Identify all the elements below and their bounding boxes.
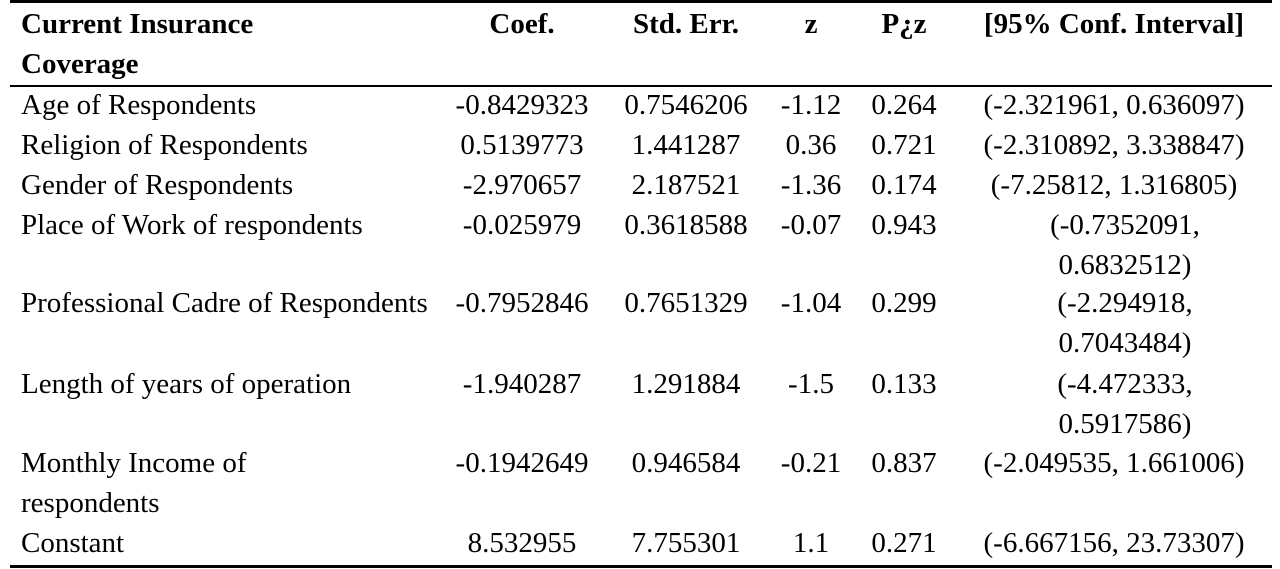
row-conf-interval: (-7.25812, 1.316805) bbox=[990, 169, 1238, 201]
row-conf-interval: (-2.294918, 0.7043484) bbox=[1057, 287, 1193, 359]
row-std-err: 1.291884 bbox=[631, 368, 741, 400]
row-coef: 8.532955 bbox=[467, 527, 577, 559]
header-z: z bbox=[804, 8, 818, 40]
row-coef: -0.8429323 bbox=[455, 89, 589, 121]
row-std-err: 7.755301 bbox=[631, 527, 741, 559]
row-conf-interval: (-6.667156, 23.73307) bbox=[983, 527, 1245, 559]
header-coef: Coef. bbox=[489, 8, 555, 40]
row-coef: -0.7952846 bbox=[455, 287, 589, 319]
row-p: 0.943 bbox=[871, 209, 937, 241]
row-variable: Age of Respondents bbox=[21, 89, 257, 121]
row-conf-interval: (-2.310892, 3.338847) bbox=[983, 129, 1245, 161]
row-z: -0.07 bbox=[780, 209, 842, 241]
row-std-err: 0.946584 bbox=[631, 447, 741, 479]
row-std-err: 0.3618588 bbox=[624, 209, 748, 241]
row-z: -1.36 bbox=[780, 169, 842, 201]
row-coef: -2.970657 bbox=[462, 169, 582, 201]
row-p: 0.721 bbox=[871, 129, 937, 161]
header-conf-interval: [95% Conf. Interval] bbox=[983, 8, 1245, 40]
table-top-rule bbox=[10, 0, 1272, 3]
row-z: -1.5 bbox=[788, 368, 834, 400]
row-std-err: 1.441287 bbox=[631, 129, 741, 161]
row-conf-interval: (-2.321961, 0.636097) bbox=[983, 89, 1245, 121]
row-p: 0.133 bbox=[871, 368, 937, 400]
row-coef: -1.940287 bbox=[462, 368, 582, 400]
row-z: -0.21 bbox=[780, 447, 842, 479]
row-conf-interval: (-0.7352091, 0.6832512) bbox=[1050, 209, 1200, 281]
header-variable: Current Insurance Coverage bbox=[21, 8, 254, 80]
row-z: -1.04 bbox=[780, 287, 842, 319]
row-std-err: 2.187521 bbox=[631, 169, 741, 201]
row-conf-interval: (-4.472333, 0.5917586) bbox=[1057, 368, 1193, 440]
row-p: 0.174 bbox=[871, 169, 937, 201]
header-std-err: Std. Err. bbox=[632, 8, 740, 40]
row-variable: Professional Cadre of Respondents bbox=[21, 287, 428, 319]
row-variable: Gender of Respondents bbox=[21, 169, 294, 201]
row-conf-interval: (-2.049535, 1.661006) bbox=[983, 447, 1245, 479]
row-variable: Monthly Income of respondents bbox=[21, 447, 247, 519]
header-rule bbox=[10, 85, 1272, 87]
row-z: 0.36 bbox=[785, 129, 837, 161]
table-bottom-rule bbox=[10, 565, 1272, 568]
row-p: 0.837 bbox=[871, 447, 937, 479]
row-coef: 0.5139773 bbox=[460, 129, 584, 161]
header-p: P¿z bbox=[881, 8, 927, 40]
row-p: 0.271 bbox=[871, 527, 937, 559]
row-variable: Length of years of operation bbox=[21, 368, 352, 400]
row-variable: Religion of Respondents bbox=[21, 129, 308, 161]
row-std-err: 0.7651329 bbox=[624, 287, 748, 319]
row-variable: Place of Work of respondents bbox=[21, 209, 363, 241]
row-z: 1.1 bbox=[792, 527, 830, 559]
row-coef: -0.1942649 bbox=[455, 447, 589, 479]
row-p: 0.299 bbox=[871, 287, 937, 319]
row-z: -1.12 bbox=[780, 89, 842, 121]
row-coef: -0.025979 bbox=[462, 209, 582, 241]
row-variable: Constant bbox=[21, 527, 125, 559]
row-p: 0.264 bbox=[871, 89, 937, 121]
row-std-err: 0.7546206 bbox=[624, 89, 748, 121]
